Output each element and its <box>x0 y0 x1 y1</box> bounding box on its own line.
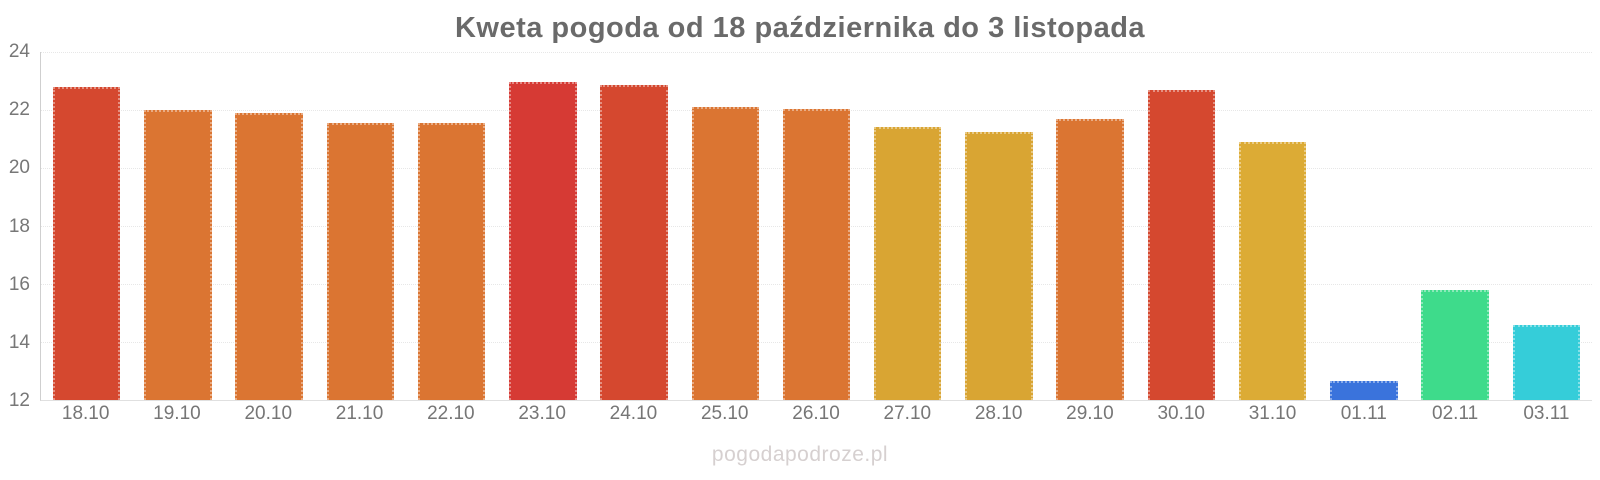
bar-slot-26.10 <box>771 52 862 400</box>
bar-slot-20.10 <box>223 52 314 400</box>
bar-slot-21.10 <box>315 52 406 400</box>
bar-21.10 <box>326 123 395 400</box>
bar-29.10 <box>1056 118 1124 400</box>
bar-25.10 <box>691 107 759 400</box>
chart-title: Kweta pogoda od 18 października do 3 lis… <box>454 12 1146 44</box>
bar-03.11 <box>1512 324 1581 400</box>
bar-18.10 <box>52 86 121 400</box>
bar-slot-31.10 <box>1227 52 1318 400</box>
bar-22.10 <box>417 123 486 400</box>
bar-19.10 <box>144 110 212 400</box>
y-tick-label-24: 24 <box>8 41 30 62</box>
bar-slot-25.10 <box>680 52 771 400</box>
bar-27.10 <box>873 127 942 400</box>
bar-slot-27.10 <box>862 52 953 400</box>
bar-26.10 <box>782 108 851 400</box>
bar-20.10 <box>235 112 303 400</box>
bar-23.10 <box>509 82 577 400</box>
y-tick-label-18: 18 <box>8 215 30 237</box>
x-tick-label-19.10: 19.10 <box>153 403 201 424</box>
y-axis: 24 22 20 18 16 14 12 <box>0 41 34 411</box>
bar-slot-30.10 <box>1136 52 1227 400</box>
x-tick-label-21.10: 21.10 <box>335 403 384 424</box>
y-tick-label-16: 16 <box>8 273 30 295</box>
x-tick-label-27.10: 27.10 <box>883 403 932 424</box>
y-tick-label-22: 22 <box>8 99 30 121</box>
x-tick-label-22.10: 22.10 <box>427 403 475 424</box>
y-tick-label-12: 12 <box>8 390 30 411</box>
bar-28.10 <box>965 131 1033 400</box>
x-tick-label-23.10: 23.10 <box>518 403 566 424</box>
x-tick-label-31.10: 31.10 <box>1248 403 1297 424</box>
x-tick-label-24.10: 24.10 <box>609 403 658 424</box>
x-tick-label-02.11: 02.11 <box>1432 403 1479 424</box>
bar-slot-19.10 <box>132 52 223 400</box>
bar-slot-03.11 <box>1501 52 1592 400</box>
bar-slot-24.10 <box>588 52 679 400</box>
bar-30.10 <box>1147 89 1216 400</box>
x-tick-label-01.11: 01.11 <box>1340 403 1387 424</box>
bar-slot-29.10 <box>1045 52 1136 400</box>
x-tick-label-20.10: 20.10 <box>244 403 293 424</box>
x-tick-label-25.10: 25.10 <box>700 403 749 424</box>
bar-slot-01.11 <box>1318 52 1409 400</box>
x-tick-label-29.10: 29.10 <box>1066 403 1114 424</box>
bar-slot-22.10 <box>406 52 497 400</box>
bar-slot-18.10 <box>41 52 132 400</box>
plot-area <box>40 52 1592 401</box>
x-tick-label-18.10: 18.10 <box>61 403 110 424</box>
x-axis: 18.10 19.10 20.10 21.10 22.10 23.10 24.10 25.10… <box>40 403 1592 425</box>
y-tick-label-20: 20 <box>8 157 30 179</box>
x-tick-label-30.10: 30.10 <box>1157 403 1205 424</box>
bar-01.11 <box>1330 381 1398 400</box>
bar-slot-23.10 <box>497 52 588 400</box>
bar-slot-02.11 <box>1410 52 1501 400</box>
y-tick-label-14: 14 <box>8 331 30 353</box>
x-tick-label-26.10: 26.10 <box>792 403 840 424</box>
x-tick-label-28.10: 28.10 <box>974 403 1023 424</box>
bar-24.10 <box>600 85 668 400</box>
x-tick-label-03.11: 03.11 <box>1523 403 1570 424</box>
bar-31.10 <box>1238 141 1307 400</box>
bar-slot-28.10 <box>953 52 1044 400</box>
watermark: pogodapodroze.pl <box>711 443 889 466</box>
bar-02.11 <box>1421 289 1489 400</box>
